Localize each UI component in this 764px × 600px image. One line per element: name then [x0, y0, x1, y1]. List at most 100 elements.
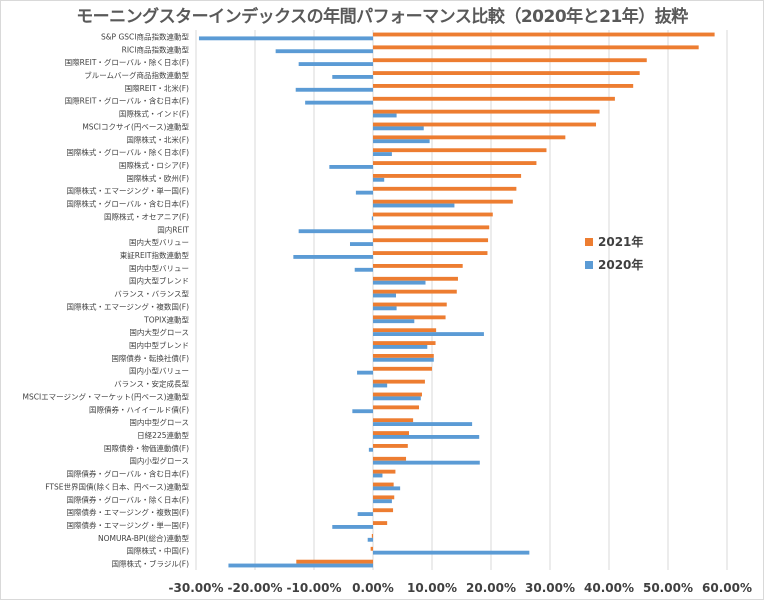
- category-label: 国際株式・インド(F): [119, 109, 189, 119]
- bar-2020: [367, 537, 373, 542]
- bar-2021: [373, 96, 615, 101]
- bar-2021: [373, 276, 458, 281]
- category-label: 国内小型グロース: [129, 456, 189, 466]
- bar-2020: [373, 332, 484, 336]
- bar-2020: [373, 460, 480, 465]
- bar-2020: [352, 409, 373, 414]
- bar-2020: [368, 447, 373, 452]
- category-label: 国際債券・エマージング・複数国(F): [66, 507, 189, 517]
- bar-2020: [373, 152, 392, 156]
- bar-2021: [373, 482, 394, 487]
- category-label: バランス・安定成長型: [114, 379, 189, 389]
- bar-2021: [373, 186, 517, 191]
- category-label: 国内REIT: [157, 224, 189, 234]
- category-label: 日経225連動型: [137, 430, 189, 440]
- legend-swatch: [585, 261, 593, 269]
- bar-2021: [373, 161, 537, 165]
- category-label: 国際債券・ハイイールド債(F): [89, 404, 189, 414]
- bar-2021: [373, 109, 600, 114]
- bar-2020: [228, 563, 373, 568]
- bar-2021: [373, 212, 493, 217]
- bar-2021: [373, 392, 422, 397]
- bar-2020: [357, 512, 373, 516]
- category-label: バランス・バランス型: [114, 290, 189, 299]
- category-label: 国内大型バリュー: [129, 237, 189, 247]
- category-label: NOMURA-BPI(総合)連動型: [98, 533, 190, 543]
- category-label: 国際債券・グローバル・含む日本(F): [66, 469, 189, 479]
- bar-2021: [373, 45, 699, 50]
- bar-2021: [373, 251, 488, 255]
- bar-2021: [373, 238, 489, 243]
- bar-2020: [373, 486, 401, 491]
- bar-2020: [332, 525, 373, 529]
- bar-2020: [373, 177, 385, 182]
- bar-2020: [298, 62, 373, 66]
- bar-2021: [373, 366, 432, 371]
- bar-2020: [373, 113, 397, 118]
- category-label: 国際株式・ロシア(F): [119, 160, 189, 170]
- x-tick-label: 60.00%: [702, 581, 752, 595]
- bar-2021: [373, 122, 597, 127]
- bar-2020: [373, 435, 480, 439]
- category-label: 国際株式・ブラジル(F): [111, 559, 189, 569]
- legend-label: 2021年: [598, 234, 643, 249]
- bar-2021: [373, 418, 414, 423]
- bar-2021: [296, 559, 373, 564]
- category-label: MSCIコクサイ(円ベース)連動型: [82, 121, 189, 131]
- x-tick-label: -10.00%: [287, 581, 342, 595]
- category-label: 国内大型グロース: [129, 327, 189, 337]
- category-label: 国際株式・エマージング・単一国(F): [66, 186, 189, 196]
- category-label: S&P GSCI商品指数連動型: [101, 31, 190, 41]
- category-label: 国際株式・グローバル・除く日本(F): [66, 147, 189, 157]
- x-tick-label: -30.00%: [169, 581, 224, 595]
- bar-2020: [354, 267, 373, 272]
- bar-2021: [373, 431, 409, 435]
- category-label: 国際債券・エマージング・単一国(F): [66, 520, 189, 530]
- bar-2020: [275, 49, 373, 54]
- x-tick-label: 40.00%: [584, 581, 634, 595]
- bar-2020: [373, 422, 473, 426]
- bar-2021: [373, 225, 490, 230]
- bar-2020: [373, 306, 397, 311]
- x-tick-label: 30.00%: [525, 581, 575, 595]
- bar-2021: [373, 379, 425, 384]
- category-label: MSCIエマージング・マーケット(円ベース)連動型: [22, 391, 189, 401]
- category-label: 国際REIT・グローバル・除く日本(F): [65, 57, 189, 67]
- bar-2021: [373, 508, 394, 513]
- category-label: ブルームバーグ商品指数連動型: [84, 70, 189, 80]
- bar-2020: [373, 499, 392, 504]
- bar-2020: [355, 190, 373, 195]
- bar-2021: [373, 135, 566, 140]
- category-label: 国際REIT・グローバル・含む日本(F): [65, 96, 189, 106]
- bar-2020: [373, 139, 430, 144]
- category-label: 国際株式・エマージング・複数国(F): [66, 301, 189, 311]
- legend-label: 2020年: [598, 257, 643, 272]
- category-label: 国際債券・グローバル・除く日本(F): [66, 494, 189, 504]
- category-label: 国内小型バリュー: [129, 366, 189, 376]
- bar-2020: [373, 126, 424, 131]
- bar-2021: [373, 328, 437, 333]
- bar-2020: [198, 36, 373, 41]
- bar-2020: [371, 216, 373, 221]
- x-tick-label: -20.00%: [228, 581, 283, 595]
- bar-2021: [373, 354, 434, 358]
- bar-2021: [373, 495, 395, 500]
- bar-2021: [373, 174, 522, 178]
- bar-2020: [373, 473, 383, 478]
- category-label: RICI商品指数連動型: [122, 44, 190, 54]
- x-tick-label: 10.00%: [407, 581, 457, 595]
- category-label: FTSE世界国債(除く日本、円ベース)連動型: [45, 481, 189, 491]
- bar-2020: [373, 396, 421, 401]
- bar-2021: [373, 315, 446, 320]
- bar-2020: [373, 383, 388, 388]
- bar-2021: [373, 71, 640, 75]
- category-label: 国際株式・欧州(F): [126, 173, 189, 183]
- bar-2020: [349, 242, 373, 246]
- bar-2021: [373, 264, 463, 268]
- legend-swatch: [585, 238, 593, 246]
- category-label: 国際株式・グローバル・含む日本(F): [66, 199, 189, 209]
- bar-2021: [373, 84, 634, 88]
- bar-2020: [295, 87, 373, 92]
- bar-2021: [373, 444, 408, 448]
